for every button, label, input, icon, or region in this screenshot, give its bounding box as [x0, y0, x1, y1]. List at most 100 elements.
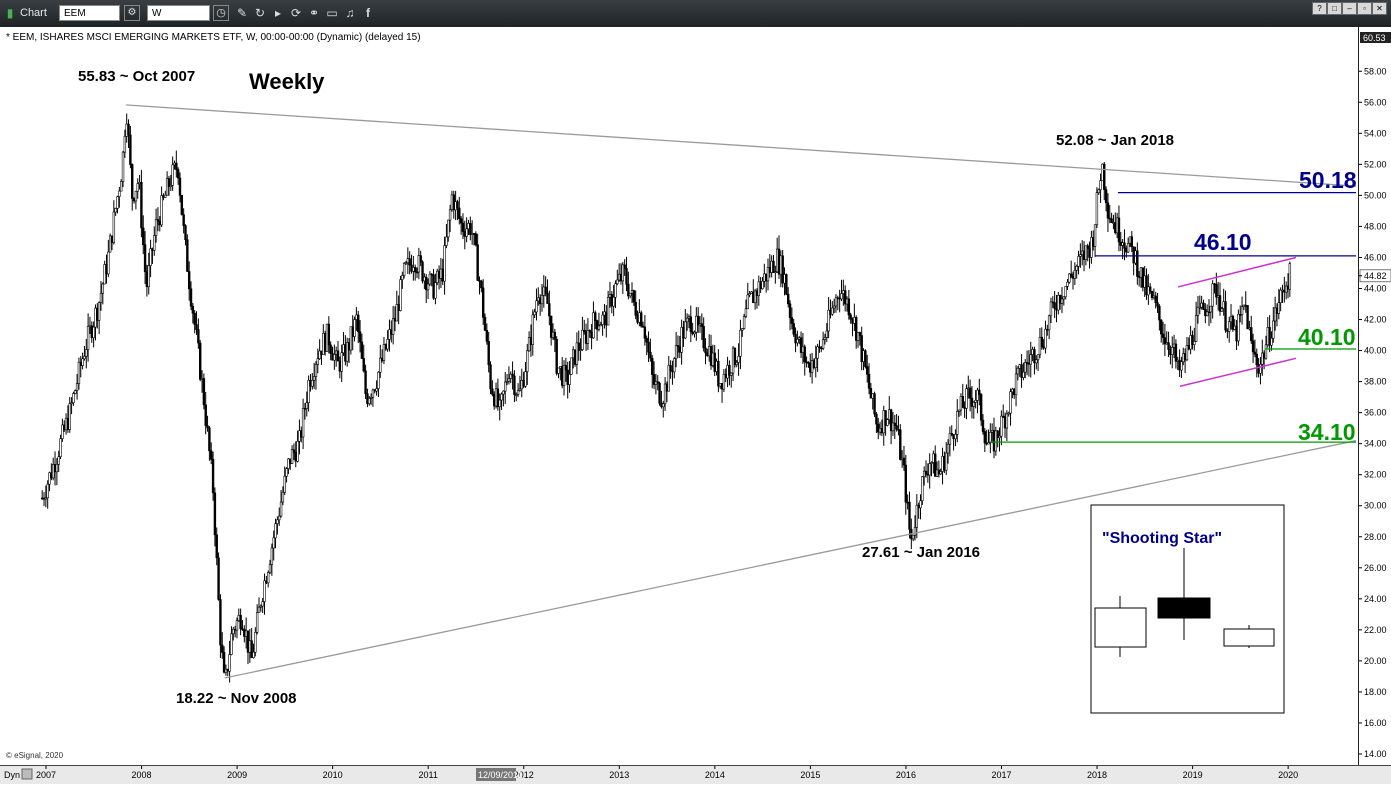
- candle-body: [638, 312, 641, 323]
- candle-body: [197, 329, 200, 344]
- candle-body: [272, 537, 275, 549]
- candle-body: [156, 219, 160, 222]
- candle-body: [867, 374, 871, 389]
- candle-body: [266, 572, 270, 584]
- candle-body: [900, 457, 904, 460]
- facebook-icon[interactable]: f: [366, 6, 370, 20]
- candle-body: [719, 383, 722, 387]
- candle-body: [182, 214, 185, 227]
- close-button[interactable]: ✕: [1372, 2, 1387, 15]
- candle-body: [123, 136, 127, 153]
- candle-body: [1121, 242, 1124, 246]
- candle-body: [746, 294, 749, 310]
- candle-body: [880, 428, 884, 434]
- candle-body: [911, 534, 915, 540]
- candle-body: [105, 264, 108, 275]
- candle-body: [1270, 337, 1273, 346]
- candle-body: [562, 364, 566, 386]
- price-tick-label: 28.00: [1364, 532, 1387, 542]
- price-tick-label: 22.00: [1364, 625, 1387, 635]
- candle-body: [1024, 362, 1027, 373]
- candle-body: [509, 373, 512, 379]
- help-button[interactable]: ?: [1312, 2, 1327, 15]
- candle-body: [90, 325, 93, 339]
- candle-body: [1171, 347, 1174, 355]
- candle-body: [636, 314, 639, 323]
- restore-button[interactable]: ▫: [1357, 2, 1372, 15]
- price-tick-label: 54.00: [1364, 128, 1387, 138]
- candle-body: [412, 267, 415, 272]
- candle-body: [566, 369, 569, 385]
- clock-icon[interactable]: ◷: [213, 5, 229, 21]
- candle-body: [1277, 302, 1281, 314]
- candle-body: [1060, 298, 1064, 304]
- candle-body: [948, 433, 952, 445]
- twitter-icon[interactable]: ♫: [345, 6, 355, 20]
- price-axis[interactable]: 60.53 58.00 56.00 54.00 52.00 50.00 48.00 46.00…: [1358, 27, 1391, 765]
- cycle-icon[interactable]: ⟳: [290, 6, 302, 20]
- candle-body: [1279, 289, 1282, 303]
- candle-body: [564, 364, 568, 371]
- candle-body: [818, 346, 821, 349]
- candle-body: [1001, 415, 1005, 418]
- candle-body: [500, 393, 503, 401]
- candle-body: [1062, 296, 1066, 300]
- candle-body: [428, 273, 432, 285]
- time-tick-label: 2009: [227, 770, 247, 780]
- candle-body: [61, 424, 64, 439]
- candle-body: [715, 360, 718, 372]
- interval-select[interactable]: W: [147, 5, 210, 21]
- candle-body: [419, 255, 422, 263]
- candle-body: [103, 264, 106, 285]
- candle-body: [1180, 361, 1183, 371]
- candle-body: [300, 430, 303, 438]
- candle-body: [423, 276, 426, 282]
- candle-body: [1132, 246, 1135, 264]
- candle-body: [1163, 337, 1167, 345]
- candle-body: [1284, 285, 1288, 293]
- candle-body: [480, 280, 483, 289]
- play-icon[interactable]: ▸: [274, 6, 282, 20]
- inset-candle-3-body: [1223, 628, 1275, 647]
- candle-body: [232, 628, 235, 635]
- candle-body: [1261, 352, 1264, 365]
- candle-body: [810, 360, 814, 373]
- candle-body: [129, 134, 132, 165]
- symbol-input[interactable]: EEM: [59, 5, 120, 21]
- level-46-label: 46.10: [1194, 229, 1252, 255]
- candle-body: [1075, 266, 1078, 271]
- candle-body: [553, 331, 557, 340]
- candle-body: [66, 417, 70, 430]
- minimize-button[interactable]: –: [1342, 2, 1357, 15]
- candle-body: [454, 201, 457, 211]
- candle-body: [436, 270, 439, 283]
- refresh-icon[interactable]: ↻: [254, 6, 266, 20]
- candle-body: [752, 291, 755, 304]
- layout-button[interactable]: □: [1327, 2, 1342, 15]
- link-chain-icon[interactable]: ⚭: [308, 6, 320, 20]
- candle-body: [1134, 250, 1137, 264]
- candle-body: [921, 476, 924, 502]
- candle-body: [516, 390, 520, 395]
- candle-body: [1251, 340, 1255, 353]
- candle-body: [311, 380, 314, 387]
- candle-body: [733, 347, 737, 365]
- candle-body: [533, 311, 536, 316]
- time-axis[interactable]: Dyn 2007 2008 2009 2010 2011 2012 2013 2014 2015 2…: [0, 765, 1391, 784]
- candle-body: [320, 350, 323, 355]
- candle-body: [351, 326, 354, 337]
- inset-candle-2-body: [1157, 597, 1211, 619]
- candle-body: [176, 169, 180, 179]
- candle-body: [983, 431, 987, 444]
- candle-body: [384, 344, 387, 350]
- link-icon[interactable]: ⚙: [124, 5, 140, 21]
- candle-body: [1281, 289, 1284, 292]
- candle-body: [779, 255, 783, 275]
- candle-body: [1038, 336, 1042, 355]
- candle-body: [243, 629, 246, 637]
- pencil-icon[interactable]: ✎: [236, 6, 248, 20]
- comment-icon[interactable]: ▭: [326, 6, 338, 20]
- candle-body: [248, 640, 252, 653]
- candle-body: [1185, 345, 1189, 361]
